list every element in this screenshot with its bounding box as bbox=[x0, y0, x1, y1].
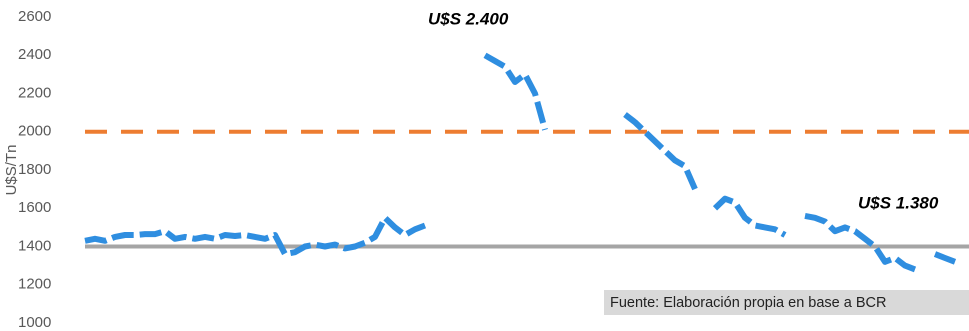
y-tick-label: 1800 bbox=[18, 161, 51, 178]
y-tick-label: 1000 bbox=[18, 314, 51, 331]
y-axis-label: U$S/Tn bbox=[3, 145, 20, 196]
annotation: U$S 2.400 bbox=[428, 9, 509, 28]
y-tick-label: 1200 bbox=[18, 276, 51, 293]
y-tick-label: 2600 bbox=[18, 8, 51, 25]
y-tick-label: 2200 bbox=[18, 84, 51, 101]
source: Fuente: Elaboración propia en base a BCR bbox=[610, 295, 886, 311]
y-tick-label: 1400 bbox=[18, 237, 51, 254]
y-tick-label: 1600 bbox=[18, 199, 51, 216]
y-tick-label: 2400 bbox=[18, 46, 51, 63]
y-tick-label: 2000 bbox=[18, 123, 51, 140]
data-line bbox=[84, 52, 957, 273]
source-box bbox=[604, 290, 969, 315]
annotation: U$S 1.380 bbox=[858, 193, 939, 212]
